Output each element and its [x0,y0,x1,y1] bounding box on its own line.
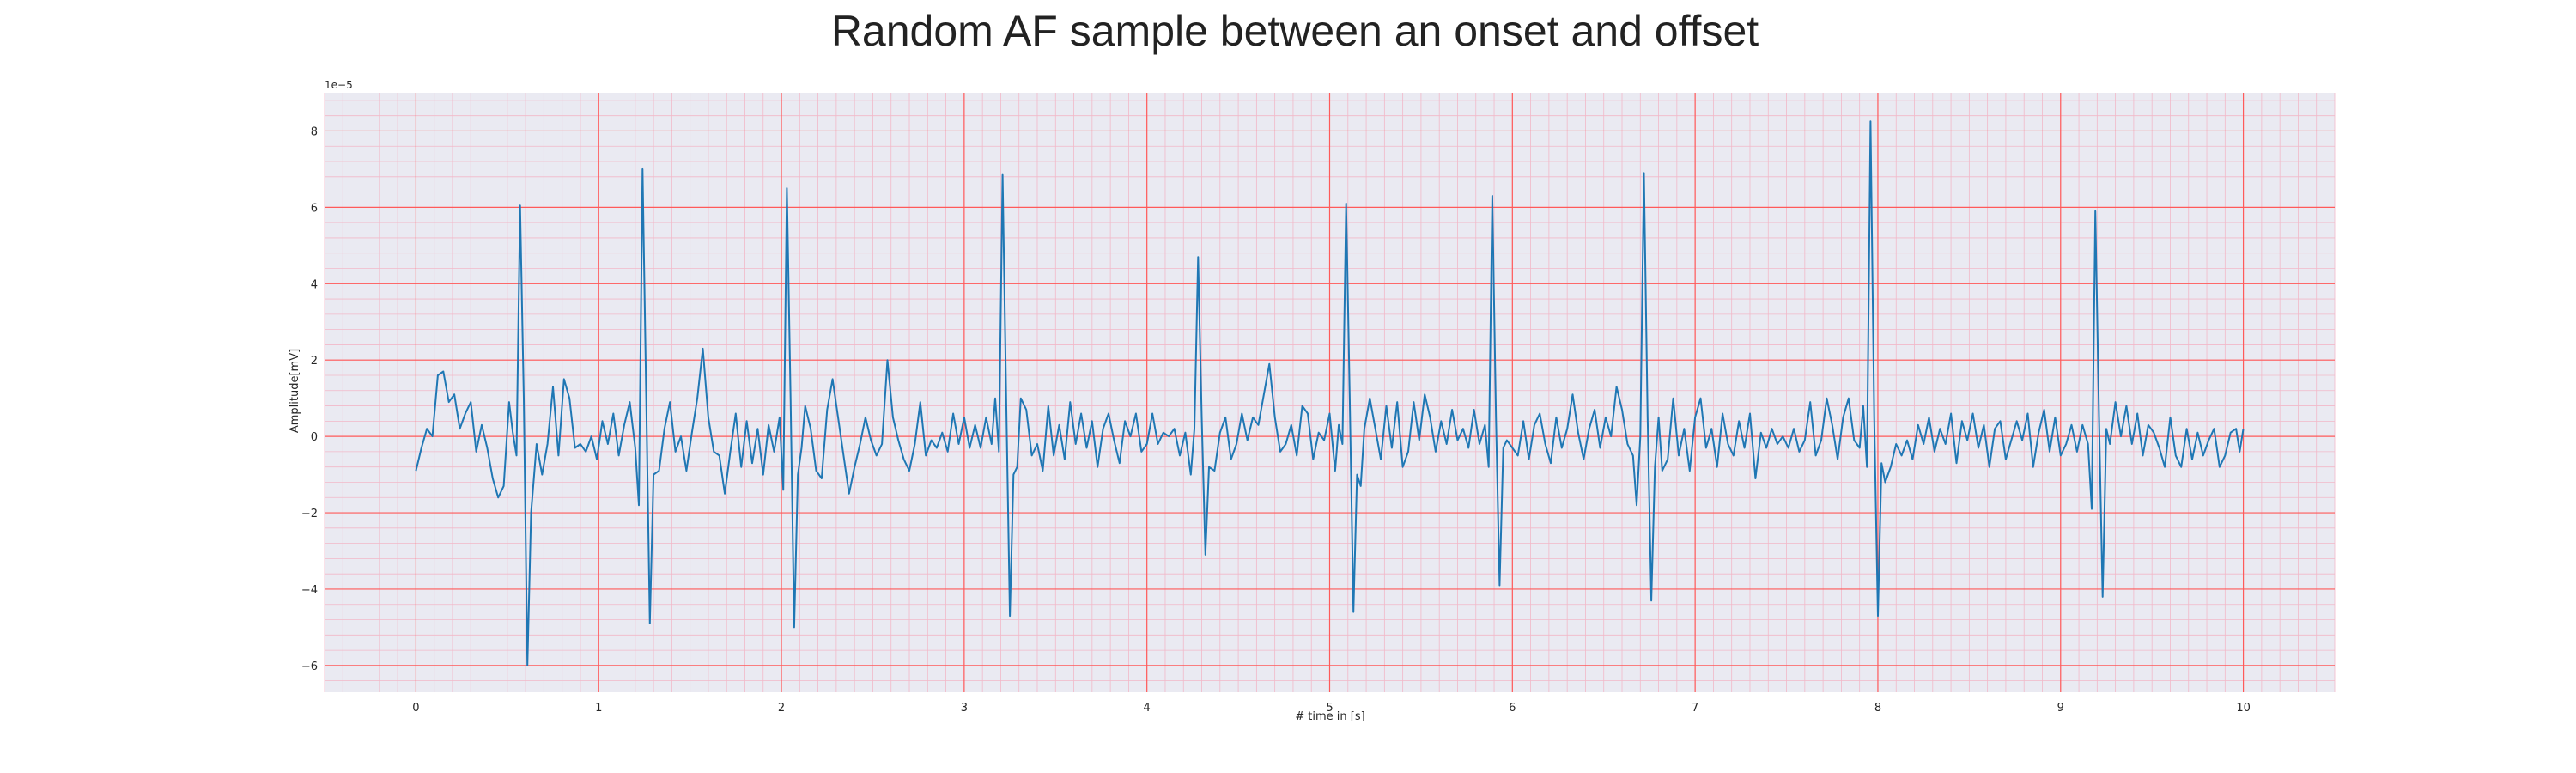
x-tick-label: 3 [961,702,968,715]
x-axis-label: # time in [s] [1295,710,1364,723]
y-tick-label: −4 [301,584,318,597]
x-tick-label: 1 [595,702,602,715]
series-line [415,120,2245,666]
x-tick-label: 6 [1509,702,1516,715]
x-tick-label: 4 [1144,702,1151,715]
x-tick-label: 7 [1692,702,1698,715]
y-tick-label: 4 [311,278,318,291]
y-axis-label: Amplitude[mV] [289,349,301,433]
y-tick-label: −2 [301,508,318,520]
x-tick-label: 8 [1874,702,1881,715]
x-tick-label: 5 [1326,702,1333,715]
y-exponent-label: 1e−5 [325,79,353,91]
x-tick-label: 9 [2057,702,2064,715]
y-tick-label: 0 [311,431,318,444]
x-tick-labels: 0 1 2 3 4 5 6 7 8 9 10 [412,702,2251,715]
major-grid [325,93,2335,692]
y-tick-labels: −6 −4 −2 0 2 4 6 8 [301,125,318,673]
chart-title: Random AF sample between an onset and of… [831,7,1759,55]
y-tick-label: 6 [311,202,318,215]
y-tick-label: 2 [311,355,318,368]
y-tick-label: −6 [301,660,318,673]
x-tick-label: 0 [412,702,419,715]
x-tick-label: 2 [778,702,785,715]
y-tick-label: 8 [311,125,318,138]
x-tick-label: 10 [2236,702,2251,715]
